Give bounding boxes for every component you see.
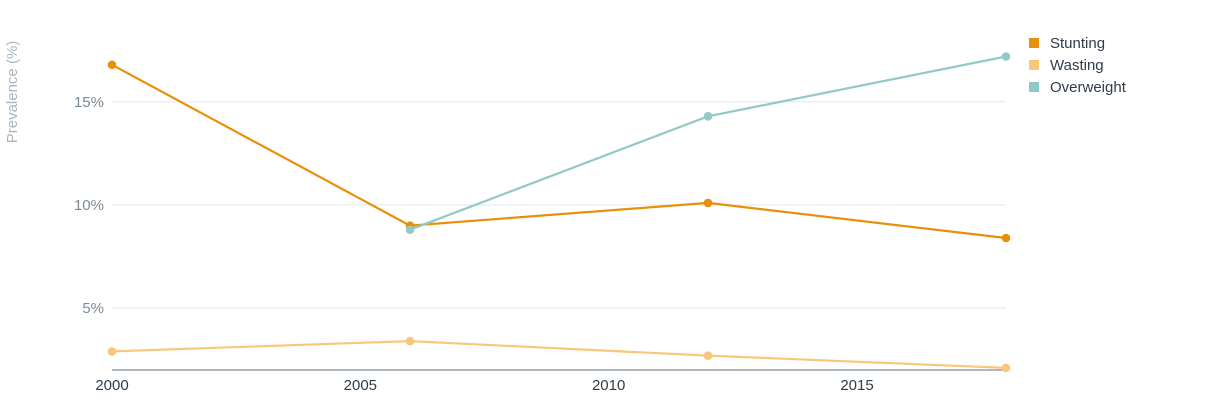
x-tick-label: 2000	[95, 377, 128, 394]
data-point-overweight[interactable]	[405, 225, 415, 235]
gridlines	[112, 101, 1006, 309]
data-point-stunting[interactable]	[1001, 233, 1011, 243]
y-axis-ticks: 5% 10% 15%	[74, 94, 104, 317]
series-points	[107, 52, 1011, 373]
legend-item-wasting[interactable]: Wasting	[1029, 57, 1104, 74]
x-tick-label: 2015	[840, 377, 873, 394]
data-point-stunting[interactable]	[107, 60, 117, 70]
data-point-wasting[interactable]	[107, 347, 117, 356]
x-tick-label: 2005	[344, 377, 377, 394]
legend-item-overweight[interactable]: Overweight	[1029, 79, 1127, 96]
y-tick-label: 10%	[74, 197, 104, 214]
legend-swatch	[1029, 60, 1039, 70]
x-tick-label: 2010	[592, 377, 625, 394]
data-point-wasting[interactable]	[405, 336, 415, 346]
data-point-stunting[interactable]	[703, 198, 713, 208]
legend-label: Overweight	[1050, 79, 1127, 96]
y-tick-label: 5%	[82, 300, 104, 317]
legend-label: Stunting	[1050, 35, 1105, 52]
series-lines	[111, 55, 1007, 369]
legend-item-stunting[interactable]: Stunting	[1029, 35, 1105, 52]
legend: Stunting Wasting Overweight	[1029, 35, 1127, 96]
y-tick-label: 15%	[74, 94, 104, 111]
legend-swatch	[1029, 82, 1039, 92]
data-point-wasting[interactable]	[1001, 363, 1011, 373]
data-point-wasting[interactable]	[703, 351, 713, 360]
x-axis-ticks: 2000 2005 2010 2015	[95, 377, 873, 394]
data-point-overweight[interactable]	[703, 112, 713, 121]
legend-swatch	[1029, 38, 1039, 48]
y-axis-label: Prevalence (%)	[4, 41, 21, 144]
series-line-wasting	[111, 340, 1007, 369]
series-line-stunting	[111, 63, 1007, 240]
data-point-overweight[interactable]	[1001, 52, 1011, 61]
legend-label: Wasting	[1050, 57, 1104, 74]
